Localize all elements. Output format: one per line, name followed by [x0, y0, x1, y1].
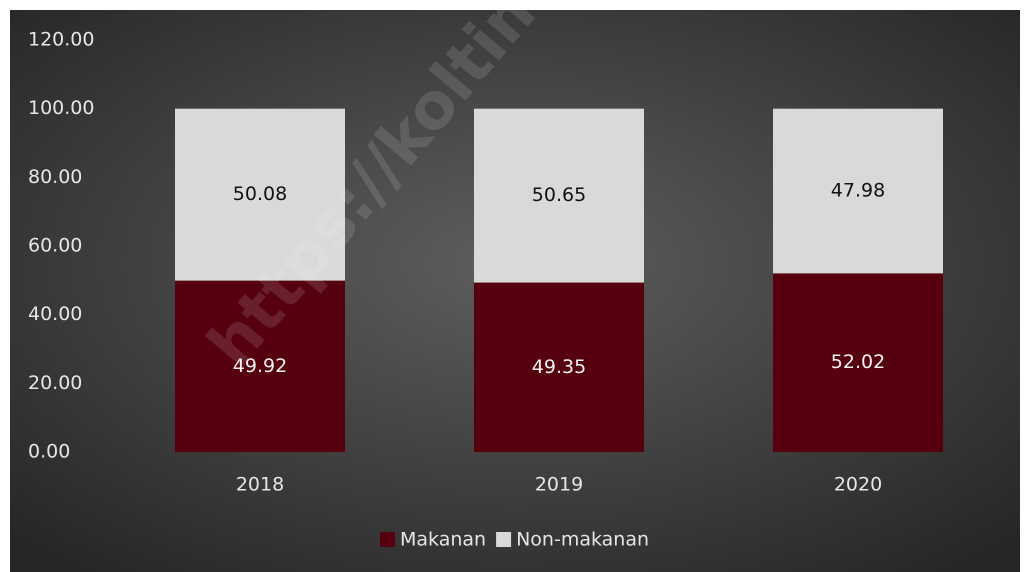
- x-tick-label: 2020: [834, 474, 882, 496]
- data-label: 49.35: [532, 356, 586, 378]
- y-tick-label: 100.00: [28, 97, 94, 119]
- legend-label: Non-makanan: [516, 529, 649, 551]
- y-tick-label: 120.00: [28, 29, 94, 51]
- bar-segment: [773, 108, 943, 274]
- bar-segment: [474, 282, 644, 452]
- y-tick-label: 0.00: [28, 441, 70, 463]
- y-tick-label: 20.00: [28, 372, 82, 394]
- y-tick-label: 80.00: [28, 166, 82, 188]
- bar-segment: [175, 280, 345, 452]
- bar-segment: [175, 108, 345, 281]
- bar-segment: [773, 273, 943, 452]
- x-tick-label: 2018: [236, 474, 284, 496]
- y-tick-label: 60.00: [28, 235, 82, 257]
- legend-label: Makanan: [400, 529, 486, 551]
- y-tick-label: 40.00: [28, 303, 82, 325]
- data-label: 49.92: [233, 355, 287, 377]
- legend-swatch: [380, 532, 395, 547]
- x-tick-label: 2019: [535, 474, 583, 496]
- data-label: 50.65: [532, 184, 586, 206]
- bar-segment: [474, 108, 644, 283]
- legend-swatch: [496, 532, 512, 547]
- data-label: 52.02: [831, 351, 885, 373]
- data-label: 50.08: [233, 183, 287, 205]
- data-label: 47.98: [831, 180, 885, 202]
